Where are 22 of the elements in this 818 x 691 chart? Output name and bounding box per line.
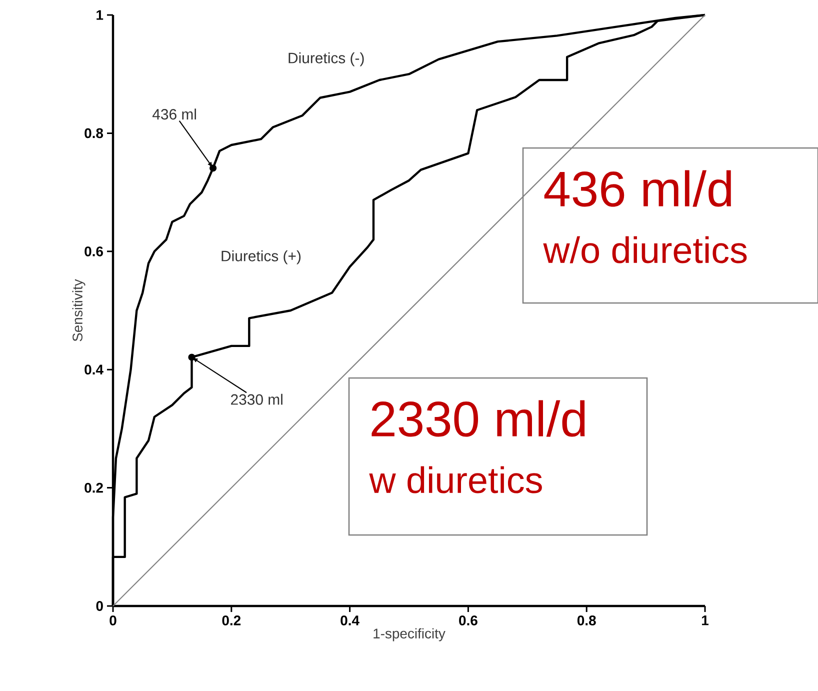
annotation: w diuretics bbox=[369, 466, 542, 494]
x-tick-label: 0.8 bbox=[577, 616, 596, 626]
annotation: 2330 ml bbox=[231, 394, 282, 405]
x-tick-label: 0.2 bbox=[222, 616, 241, 626]
annotation: 436 ml bbox=[152, 108, 196, 120]
x-tick-label: 1 bbox=[702, 616, 709, 626]
x-tick-label: 0 bbox=[110, 616, 116, 626]
y-tick-label: 0.2 bbox=[84, 482, 103, 493]
y-tick-label: 0 bbox=[96, 601, 103, 611]
y-tick-label: 0.8 bbox=[84, 128, 104, 138]
series-label: Diuretics (-) bbox=[288, 52, 364, 66]
y-tick-label: 0.6 bbox=[84, 246, 103, 256]
text: Diuretics (+) bbox=[222, 250, 301, 264]
x-axis-title: 1-specificity bbox=[374, 628, 446, 642]
y-axis-title: Sensitivity bbox=[72, 279, 86, 342]
annotation: 2330 ml/d bbox=[372, 400, 585, 437]
y-tick-label: 1 bbox=[96, 10, 104, 20]
annotation: 436 ml/d bbox=[544, 170, 731, 207]
annotation: w/o diuretics bbox=[543, 236, 747, 264]
x-tick-label: 0.6 bbox=[459, 616, 478, 626]
y-tick-label: 0.4 bbox=[84, 364, 104, 375]
x-tick-label: 0.4 bbox=[340, 616, 360, 626]
